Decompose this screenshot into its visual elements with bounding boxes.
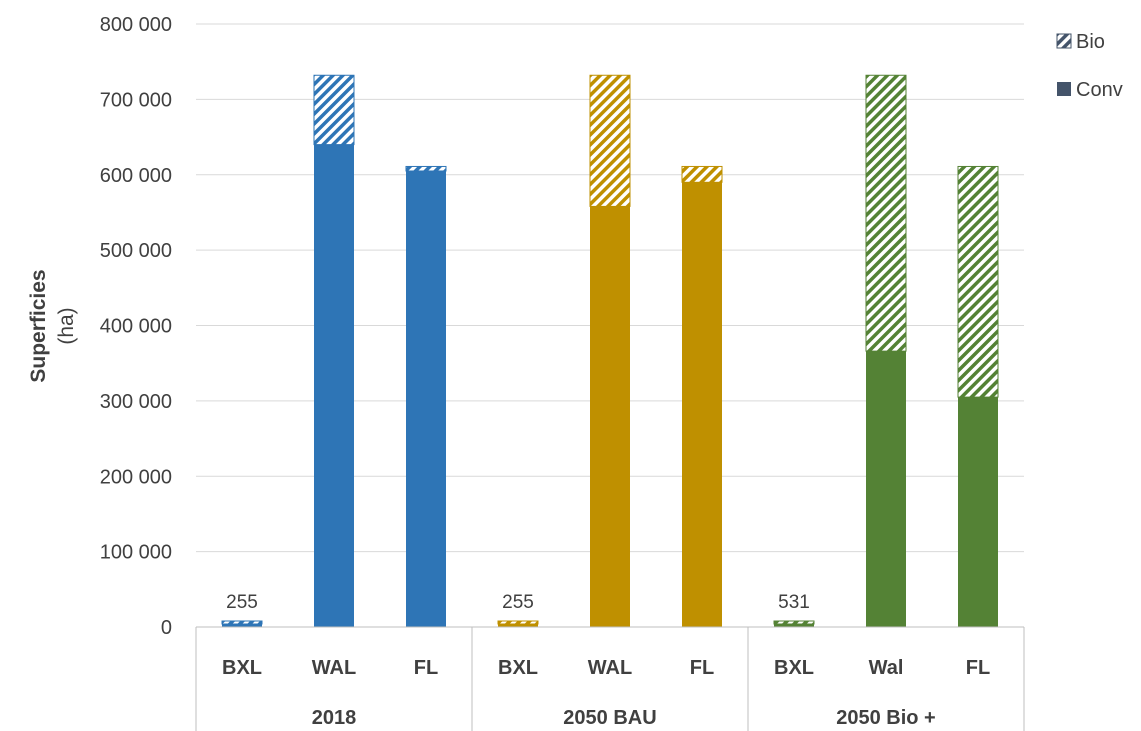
bar-bio — [313, 74, 355, 146]
y-tick-label: 100 000 — [100, 542, 172, 564]
bar-bio — [957, 165, 999, 398]
x-category-label: WAL — [588, 657, 632, 679]
legend-swatch-bio — [1056, 33, 1072, 49]
bar-conv — [406, 170, 446, 627]
legend-label-conv: Conv — [1076, 79, 1123, 101]
bar-conv — [774, 624, 814, 627]
y-tick-label: 600 000 — [100, 165, 172, 187]
x-category-label: Wal — [869, 657, 904, 679]
y-tick-label: 300 000 — [100, 391, 172, 413]
x-category-label: BXL — [774, 657, 814, 679]
bar-conv — [866, 351, 906, 627]
x-axis: BXL WAL FL 2018 BXL WAL FL 2050 BAU BXL Wal FL 2050… — [195, 626, 1025, 731]
bar-bio — [773, 620, 815, 625]
legend-label-bio: Bio — [1076, 31, 1105, 53]
bar-conv — [590, 206, 630, 627]
y-tick-label: 200 000 — [100, 466, 172, 488]
y-tick-label: 800 000 — [100, 14, 172, 36]
bar-bio — [405, 165, 447, 172]
x-group-label: 2050 Bio + — [836, 707, 936, 729]
x-category-label: FL — [414, 657, 438, 679]
bar-bio — [589, 74, 631, 207]
x-group-label: 2050 BAU — [563, 707, 656, 729]
bar-conv — [498, 624, 538, 627]
x-category-label: FL — [690, 657, 714, 679]
bar-conv — [222, 624, 262, 627]
y-tick-label: 0 — [161, 617, 172, 639]
y-tick-label: 400 000 — [100, 316, 172, 338]
bar-bio — [497, 620, 539, 625]
data-label: 255 — [502, 592, 534, 613]
x-category-label: WAL — [312, 657, 356, 679]
x-category-label: BXL — [498, 657, 538, 679]
bar-bio — [681, 165, 723, 183]
bar-conv — [958, 397, 998, 627]
y-axis: 0 100 000 200 000 300 000 400 000 500 000 600 … — [100, 14, 172, 639]
legend: Bio Conv — [1056, 31, 1123, 101]
bar-bio — [865, 74, 907, 352]
y-tick-label: 500 000 — [100, 240, 172, 262]
y-axis-title: Superficies (ha) — [27, 269, 78, 382]
x-group-label: 2018 — [312, 707, 357, 729]
data-label: 531 — [778, 592, 810, 613]
y-axis-label: Superficies — [27, 269, 50, 382]
bar-conv — [682, 182, 722, 627]
x-category-label: BXL — [222, 657, 262, 679]
bar-bio — [221, 620, 263, 625]
y-tick-label: 700 000 — [100, 89, 172, 111]
x-category-label: FL — [966, 657, 990, 679]
bars: 255 255 531 — [221, 74, 999, 627]
data-label: 255 — [226, 592, 258, 613]
bar-conv — [314, 144, 354, 627]
legend-swatch-conv — [1057, 82, 1071, 96]
y-axis-unit: (ha) — [55, 307, 78, 344]
